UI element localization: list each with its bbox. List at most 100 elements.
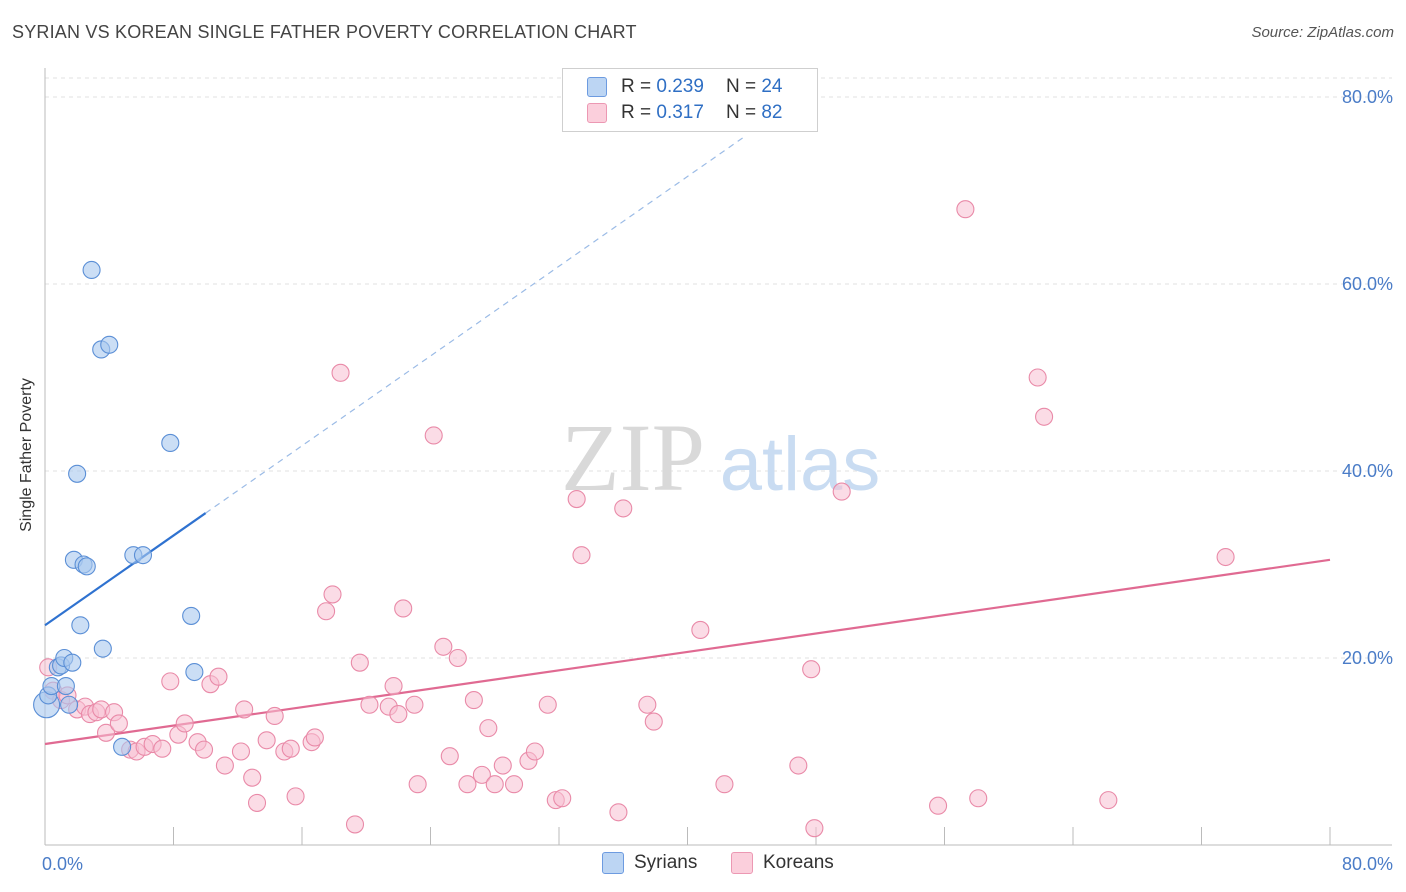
y-tick-label: 80.0% bbox=[1342, 87, 1393, 107]
korean-point bbox=[805, 819, 824, 838]
korean-point bbox=[572, 546, 591, 565]
korean-point bbox=[360, 695, 379, 714]
korean-point bbox=[493, 756, 512, 775]
legend-r-value: 0.317 bbox=[656, 102, 704, 123]
korean-trend-line bbox=[44, 558, 1331, 746]
syrian-points bbox=[33, 260, 204, 756]
legend-item-koreans[interactable]: Koreans bbox=[731, 852, 834, 874]
legend-item-syrians[interactable]: Syrians bbox=[602, 852, 697, 874]
legend-n-value: 82 bbox=[761, 102, 783, 123]
korean-point bbox=[265, 706, 284, 726]
korean-point bbox=[969, 789, 988, 808]
trend-lines bbox=[44, 136, 1331, 746]
korean-point bbox=[715, 775, 734, 794]
korean-point bbox=[525, 742, 544, 761]
korean-point bbox=[96, 723, 116, 742]
syrian-point bbox=[63, 653, 82, 672]
axes bbox=[44, 68, 1392, 846]
x-tick-label: 80.0% bbox=[1342, 854, 1393, 874]
syrian-point bbox=[100, 335, 119, 354]
korean-point bbox=[1028, 368, 1047, 387]
syrian-point bbox=[161, 433, 180, 453]
korean-point bbox=[281, 739, 300, 758]
legend-row-koreans: R = 0.317 N = 82 bbox=[587, 101, 782, 125]
legend-r-value: 0.239 bbox=[656, 76, 704, 97]
y-tick-label: 40.0% bbox=[1342, 461, 1393, 481]
korean-point bbox=[194, 740, 214, 759]
korean-point bbox=[350, 653, 369, 672]
syrian-point bbox=[185, 662, 204, 682]
legend-n-label: N = bbox=[725, 76, 757, 97]
syrian-point bbox=[71, 616, 90, 635]
y-axis-label: Single Father Poverty bbox=[18, 378, 35, 532]
syrian-point bbox=[68, 464, 87, 483]
korean-point bbox=[802, 660, 821, 679]
syrian-trend-line bbox=[44, 512, 207, 627]
syrian-point bbox=[93, 639, 112, 658]
korean-point bbox=[175, 714, 194, 733]
legend-swatch-koreans bbox=[731, 852, 753, 874]
korean-point bbox=[305, 728, 324, 747]
korean-point bbox=[345, 815, 365, 834]
korean-point bbox=[235, 700, 254, 719]
korean-point bbox=[789, 756, 808, 775]
korean-point bbox=[504, 775, 524, 794]
korean-point bbox=[209, 667, 228, 686]
syrian-point bbox=[56, 676, 75, 696]
korean-point bbox=[538, 695, 557, 714]
korean-point bbox=[691, 620, 710, 640]
y-tick-label: 20.0% bbox=[1342, 648, 1393, 668]
y-tick-label: 60.0% bbox=[1342, 274, 1393, 294]
watermark: ZIP atlas bbox=[561, 404, 880, 511]
korean-point bbox=[553, 789, 572, 808]
korean-point bbox=[109, 714, 128, 733]
korean-point bbox=[458, 775, 477, 794]
syrian-point bbox=[82, 260, 101, 280]
korean-point bbox=[394, 599, 413, 618]
korean-point bbox=[609, 803, 628, 822]
korean-point bbox=[614, 499, 633, 518]
legend-label-koreans: Koreans bbox=[763, 852, 834, 873]
x-tick-label: 0.0% bbox=[42, 854, 83, 874]
korean-point bbox=[243, 768, 262, 787]
korean-point bbox=[161, 672, 180, 691]
legend-label-syrians: Syrians bbox=[634, 852, 698, 873]
korean-point bbox=[448, 648, 467, 668]
korean-point bbox=[638, 695, 657, 714]
korean-point bbox=[1216, 547, 1235, 567]
korean-point bbox=[323, 585, 342, 604]
korean-point bbox=[567, 489, 586, 509]
korean-point bbox=[929, 796, 948, 815]
legend-r-label: R = bbox=[621, 76, 652, 97]
legend-swatch-syrians bbox=[587, 77, 607, 97]
source-note: Source: ZipAtlas.com bbox=[1251, 24, 1394, 41]
korean-point bbox=[472, 765, 491, 784]
legend-row-syrians: R = 0.239 N = 24 bbox=[587, 75, 782, 99]
syrian-point bbox=[113, 737, 132, 756]
syrian-point bbox=[60, 695, 79, 714]
korean-point bbox=[389, 705, 408, 724]
series-legend: Syrians Koreans bbox=[0, 852, 1406, 876]
korean-point bbox=[317, 602, 336, 621]
korean-point bbox=[1099, 791, 1118, 810]
syrian-point bbox=[133, 546, 153, 565]
tick-labels: 20.0% 40.0% 60.0% 80.0% 0.0% 80.0% bbox=[42, 87, 1393, 874]
watermark-atlas: atlas bbox=[720, 422, 881, 507]
korean-point bbox=[644, 712, 663, 731]
legend-n-value: 24 bbox=[761, 76, 783, 97]
korean-point bbox=[257, 731, 276, 750]
korean-point bbox=[464, 691, 483, 710]
legend-swatch-syrians bbox=[602, 852, 624, 874]
korean-point bbox=[440, 747, 459, 766]
syrian-point bbox=[77, 557, 96, 576]
korean-points bbox=[39, 200, 1235, 838]
korean-point bbox=[247, 793, 267, 812]
chart-title: SYRIAN VS KOREAN SINGLE FATHER POVERTY C… bbox=[12, 22, 637, 42]
correlation-legend: R = 0.239 N = 24 R = 0.317 N = 82 bbox=[562, 68, 818, 132]
korean-point bbox=[215, 756, 234, 775]
korean-point bbox=[424, 426, 443, 445]
korean-point bbox=[231, 742, 251, 761]
korean-point bbox=[1035, 407, 1054, 426]
korean-point bbox=[408, 775, 427, 794]
